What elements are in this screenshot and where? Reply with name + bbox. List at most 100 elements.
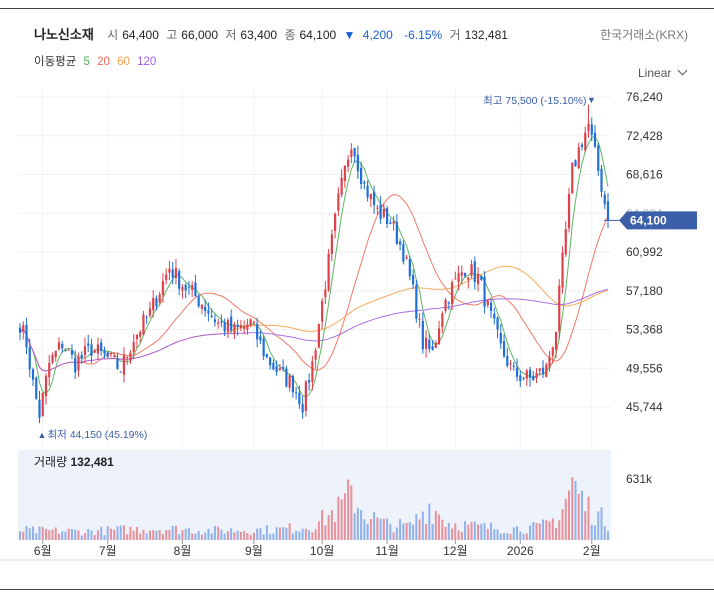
candle-body: [44, 375, 48, 397]
moving-average-legend[interactable]: 이동평균 5 20 60 120: [34, 53, 160, 69]
volume-bar: [389, 523, 392, 540]
volume-bar: [581, 490, 584, 540]
volume-bar: [230, 528, 233, 540]
x-tick-label: 11월: [375, 544, 399, 558]
volume-bar: [171, 525, 174, 540]
volume-bar: [503, 533, 506, 540]
volume-bar: [119, 525, 122, 540]
volume-bar: [425, 524, 428, 540]
volume-bar: [223, 533, 226, 540]
high-label: 고: [166, 28, 178, 42]
price-axis: 76,24072,42868,61664,80460,99257,18053,3…: [604, 90, 697, 414]
candle-body: [467, 277, 470, 280]
candle-body: [301, 403, 304, 413]
volume-bar: [525, 533, 528, 540]
candle-body: [31, 369, 35, 380]
volume-bar: [545, 520, 548, 540]
volume-bar: [600, 507, 603, 540]
volume-bar: [584, 511, 587, 540]
candle-body: [38, 399, 41, 418]
volume-bar: [496, 529, 499, 540]
volume-bar: [174, 525, 177, 540]
candle-body: [460, 272, 463, 276]
volume-bar: [80, 535, 83, 540]
candle-body: [408, 259, 411, 277]
down-arrow-icon: ▼: [343, 28, 356, 42]
high-marker-icon: ▼: [587, 95, 596, 105]
candle-body: [415, 284, 418, 319]
candle-body: [558, 285, 561, 332]
volume-bar: [168, 529, 171, 540]
candle-body: [100, 342, 103, 351]
candle-body: [454, 278, 457, 280]
candle-body: [532, 375, 535, 380]
last-price-label: 64,100: [630, 213, 667, 227]
volume-bar: [129, 526, 132, 540]
volume-bar: [220, 529, 223, 540]
volume-bar: [405, 522, 408, 540]
candle-body: [311, 361, 314, 382]
volume-bar: [256, 528, 259, 540]
candle-body: [194, 282, 197, 297]
candle-body: [87, 343, 90, 346]
candle-body: [476, 273, 480, 285]
volume-bar: [363, 519, 366, 540]
candle-body: [67, 349, 70, 351]
ma-20-label: 20: [97, 56, 110, 68]
volume-bar: [103, 535, 106, 540]
volume-bar: [194, 533, 197, 540]
candle-body: [519, 375, 522, 382]
volume-bar: [191, 533, 194, 540]
volume-bar: [535, 522, 538, 540]
candle-body: [239, 325, 243, 329]
candle-body: [181, 287, 184, 291]
candle-body: [165, 274, 168, 281]
candle-body: [252, 321, 256, 323]
volume-bar: [90, 530, 93, 540]
volume-bar: [499, 533, 502, 540]
open-value: 64,400: [122, 28, 159, 42]
change-value: ▼ 4,200: [344, 28, 397, 42]
candle-body: [535, 372, 538, 379]
volume-bar: [555, 527, 558, 540]
top-border: [0, 8, 714, 9]
candle-body: [473, 261, 476, 282]
volume-bar: [155, 530, 158, 540]
volume-bar: [577, 493, 580, 540]
candle-body: [437, 328, 441, 344]
candle-body: [77, 357, 80, 371]
volume-bar: [54, 527, 57, 540]
volume-bar: [181, 530, 184, 540]
volume-bar: [542, 519, 545, 540]
candle-body: [340, 177, 343, 195]
volume-bar: [109, 528, 112, 540]
candle-body: [70, 350, 74, 355]
candle-body: [538, 368, 541, 371]
volume-bar: [571, 477, 574, 540]
candle-body: [366, 185, 369, 198]
volume-bar: [470, 521, 473, 540]
candle-body: [152, 297, 155, 311]
volume-bar: [356, 507, 359, 540]
volume-bar: [353, 513, 356, 540]
scale-selector[interactable]: Linear: [638, 65, 688, 80]
y-tick-label: 57,180: [626, 284, 663, 298]
candle-body: [418, 318, 421, 320]
candle-body: [184, 284, 187, 291]
volume-bar: [373, 512, 376, 540]
volume-bar: [291, 533, 294, 540]
volume-bar: [421, 511, 424, 540]
candle-body: [210, 315, 213, 317]
candle-body: [265, 354, 268, 357]
volume-bar: [343, 493, 346, 540]
candle-body: [275, 366, 278, 373]
high-value: 66,000: [181, 28, 218, 42]
y-tick-label: 49,556: [626, 361, 663, 375]
volume-bar: [366, 523, 369, 540]
volume-bar: [308, 530, 311, 540]
time-axis: 6월 7월 8월 9월 10월 11월 12월 2026 2월: [34, 540, 601, 558]
candle-body: [317, 323, 320, 348]
volume-bar: [135, 526, 138, 540]
candle-body: [321, 300, 324, 322]
